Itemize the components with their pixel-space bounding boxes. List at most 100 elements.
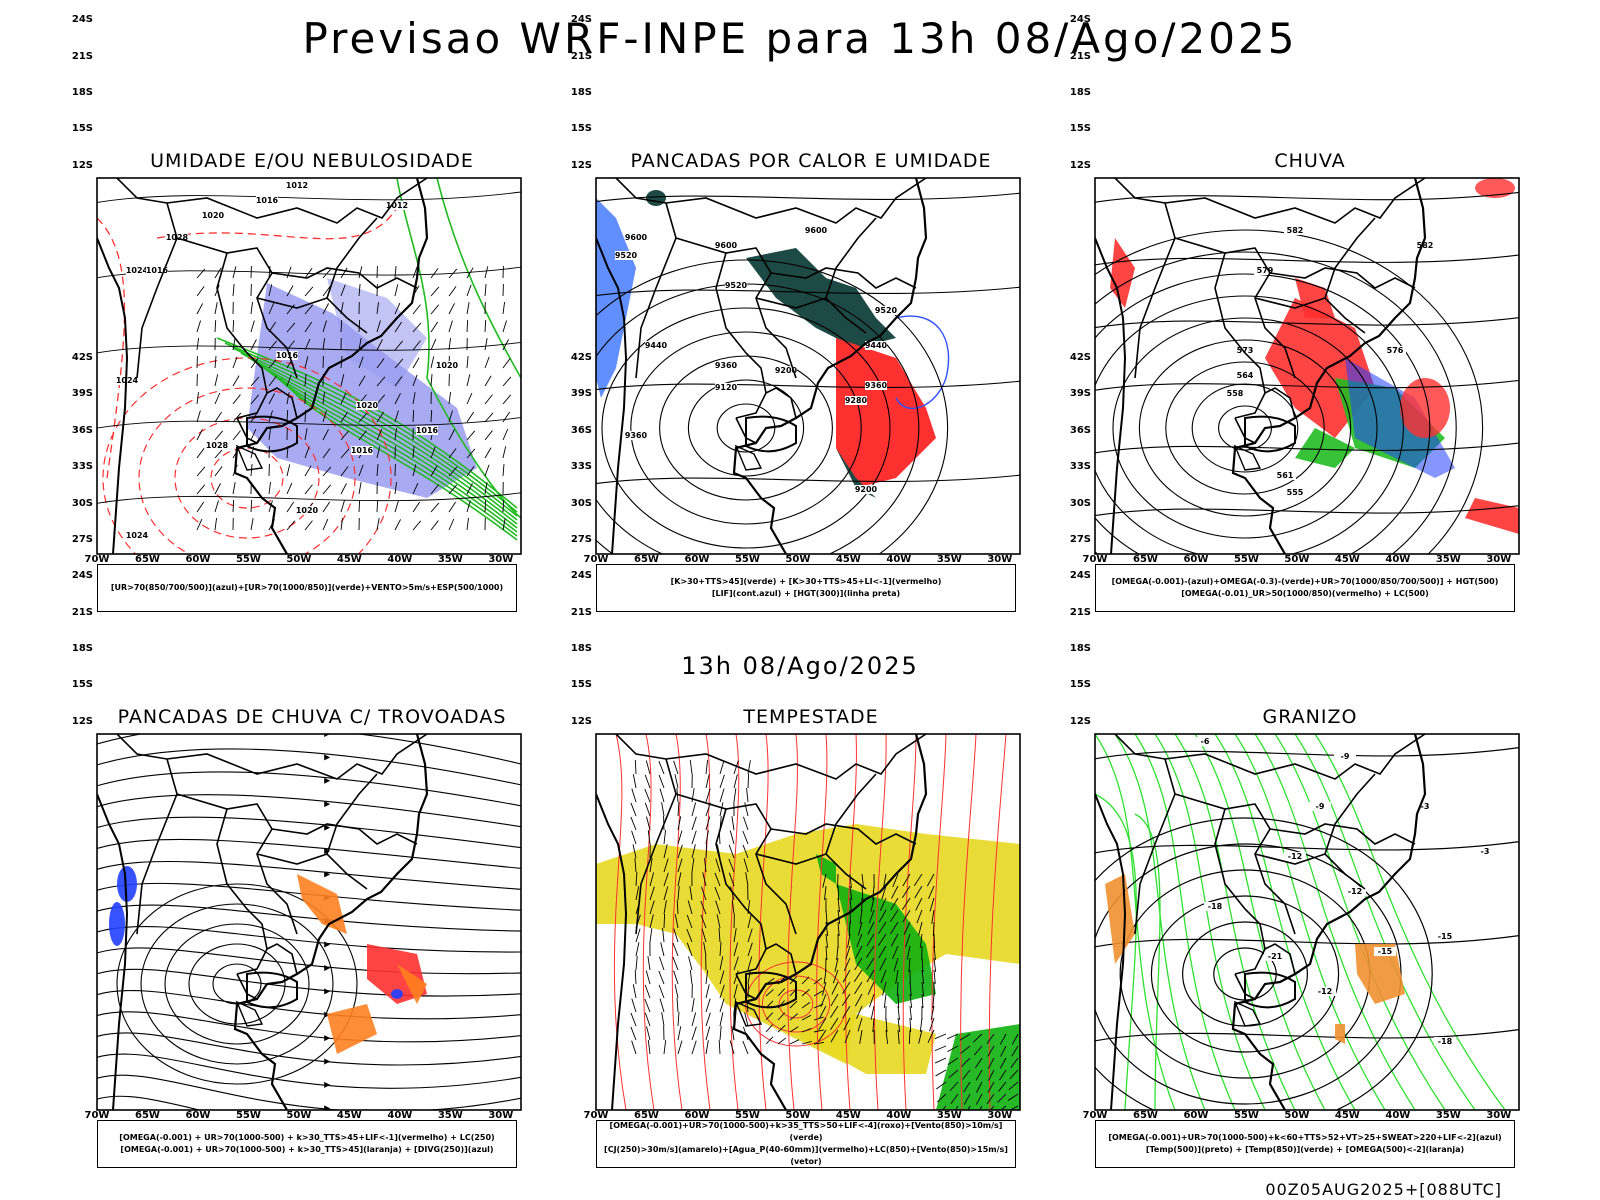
wind-vector bbox=[268, 284, 273, 297]
wind-850-vector bbox=[854, 993, 863, 1007]
contour-label: 1020 bbox=[356, 401, 379, 410]
wind-vector bbox=[268, 428, 272, 441]
wind-vector bbox=[484, 356, 490, 369]
wind-vector bbox=[286, 304, 295, 315]
wind-850-vector bbox=[813, 1041, 824, 1045]
wind-vector bbox=[448, 320, 453, 333]
wind-850-vector bbox=[967, 1105, 971, 1110]
wind-vector bbox=[214, 518, 218, 531]
wind-850-vector bbox=[837, 897, 840, 912]
temp-850-contour bbox=[1294, 734, 1476, 1110]
wind-850-vector bbox=[702, 872, 707, 887]
wind-vector bbox=[340, 430, 350, 441]
wind-vector bbox=[466, 356, 469, 369]
latitude-label: 30S bbox=[71, 497, 93, 509]
wind-850-vector bbox=[890, 921, 899, 935]
latitude-label: 33S bbox=[1069, 461, 1091, 473]
wind-850-vector bbox=[836, 945, 839, 960]
wind-vector bbox=[196, 320, 202, 333]
wind-vector bbox=[196, 518, 203, 531]
streamline-250 bbox=[97, 748, 521, 786]
wind-850-vector bbox=[686, 942, 693, 957]
wind-vector bbox=[448, 484, 458, 495]
wind-850-vector bbox=[813, 977, 823, 985]
wind-vector bbox=[340, 483, 347, 495]
streamline-850 bbox=[988, 734, 1007, 1110]
rain-ur50-area bbox=[1400, 378, 1450, 438]
wind-vector bbox=[430, 268, 439, 279]
wind-vector bbox=[286, 464, 291, 477]
state-border bbox=[1264, 943, 1296, 975]
latitude-label: 18S bbox=[71, 643, 93, 655]
wind-vector bbox=[430, 484, 439, 495]
divergence-area bbox=[109, 902, 125, 946]
wind-vector bbox=[448, 286, 457, 297]
uruguay-border bbox=[745, 415, 797, 453]
rain-ur50-area bbox=[1465, 498, 1519, 534]
wind-850-vector bbox=[879, 957, 887, 971]
wind-vector bbox=[250, 428, 257, 441]
wind-850-vector bbox=[933, 957, 937, 972]
wind-850-vector bbox=[999, 1033, 1007, 1045]
wind-850-vector bbox=[997, 1093, 1007, 1103]
wind-vector bbox=[376, 428, 383, 441]
temp-500-contour bbox=[1095, 935, 1519, 948]
wind-850-vector bbox=[742, 1040, 749, 1055]
wind-850-vector bbox=[728, 858, 735, 873]
wind-850-vector bbox=[842, 981, 851, 995]
wind-850-vector bbox=[733, 788, 737, 803]
wind-850-vector bbox=[765, 1036, 774, 1045]
wind-850-vector bbox=[705, 816, 711, 831]
wind-850-vector bbox=[1009, 1069, 1019, 1080]
contour-label: 9360 bbox=[625, 431, 648, 440]
map-border bbox=[96, 733, 522, 1111]
streamline-250 bbox=[97, 771, 521, 807]
wind-850-vector bbox=[689, 970, 693, 985]
map-border bbox=[595, 733, 1021, 1111]
wind-850-vector bbox=[801, 1040, 812, 1045]
temp-850-contour bbox=[1254, 734, 1416, 1110]
height-500-contour bbox=[1095, 273, 1431, 554]
map-border bbox=[1094, 733, 1520, 1111]
latitude-label: 12S bbox=[570, 159, 592, 171]
wind-vector bbox=[448, 268, 458, 279]
wind-vector bbox=[322, 501, 331, 513]
pressure-contour bbox=[97, 341, 521, 354]
streamline-850 bbox=[761, 975, 831, 1033]
panel-legend: [UR>70(850/700/500)](azul)+[UR>70(1000/8… bbox=[97, 564, 517, 612]
wind-850-vector bbox=[885, 1029, 889, 1044]
wind-850-vector bbox=[631, 998, 637, 1013]
wind-vector bbox=[502, 376, 512, 387]
wind-850-vector bbox=[705, 843, 708, 859]
wind-vector bbox=[250, 499, 253, 513]
longitude-label: 70W bbox=[583, 554, 609, 565]
coastline bbox=[732, 178, 928, 554]
forecast-time-title: 13h 08/Ago/2025 bbox=[681, 652, 919, 680]
pacific-coastline bbox=[97, 237, 129, 554]
temp-850-contour bbox=[1134, 813, 1161, 1110]
latitude-label: 27S bbox=[71, 533, 93, 545]
state-border bbox=[116, 734, 428, 780]
wind-850-vector bbox=[703, 942, 707, 957]
longitude-label: 60W bbox=[684, 1110, 710, 1121]
wind-850-vector bbox=[789, 1039, 800, 1045]
wind-vector bbox=[304, 268, 313, 279]
wind-850-vector bbox=[883, 873, 887, 888]
longitude-label: 35W bbox=[437, 554, 463, 565]
height-300-contour bbox=[596, 286, 1020, 297]
contour-label: 9360 bbox=[715, 361, 738, 370]
wind-850-vector bbox=[777, 1012, 786, 1021]
streamline-850 bbox=[931, 734, 947, 1110]
wind-850-vector bbox=[878, 909, 887, 923]
thunderstorm-area bbox=[297, 874, 347, 934]
wind-850-vector bbox=[730, 886, 735, 901]
wind-vector bbox=[322, 392, 325, 405]
wind-850-vector bbox=[673, 760, 679, 775]
wind-850-vector bbox=[878, 921, 887, 935]
wind-vector bbox=[430, 502, 440, 513]
wind-vector bbox=[466, 411, 475, 423]
latitude-label: 24S bbox=[1069, 570, 1091, 582]
wind-850-vector bbox=[897, 1029, 900, 1044]
height-500-contour bbox=[1112, 317, 1378, 539]
wind-vector bbox=[250, 358, 259, 369]
